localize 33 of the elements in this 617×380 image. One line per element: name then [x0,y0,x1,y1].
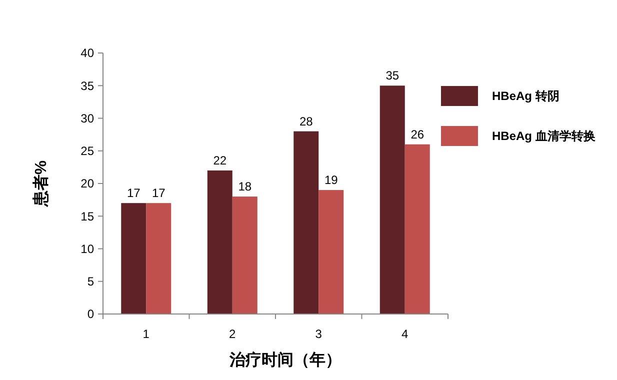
data-label: 26 [410,127,424,142]
bar [404,144,430,314]
legend-label: HBeAg 转阴 [492,89,560,104]
y-tick-label: 10 [80,242,94,256]
data-label: 18 [238,180,252,194]
bar [121,203,146,314]
y-tick-label: 25 [80,144,94,158]
bar [146,203,172,314]
data-label: 17 [152,186,166,200]
x-tick-label: 3 [315,327,322,341]
y-tick-label: 40 [80,46,94,60]
data-label: 35 [386,68,400,83]
data-label: 28 [299,114,314,128]
bar [318,190,344,314]
y-tick-label: 15 [80,209,94,224]
x-tick-label: 4 [402,327,409,341]
y-tick-label: 5 [87,274,94,289]
bar [232,196,258,314]
bar [294,131,319,314]
x-tick-label: 1 [142,327,150,341]
data-label: 19 [324,173,338,188]
bar [380,86,405,314]
y-tick-label: 30 [80,111,94,126]
data-label: 22 [213,153,227,168]
y-tick-label: 0 [87,307,94,322]
data-label: 17 [126,186,141,200]
legend-label: HBeAg 血清学转换 [492,129,596,144]
y-tick-label: 20 [80,176,94,191]
x-tick-label: 2 [229,327,236,341]
y-tick-label: 35 [80,78,94,93]
bar [207,170,232,314]
y-axis-title: 患者% [32,160,50,208]
x-axis-title: 治疗时间（年） [228,351,342,369]
